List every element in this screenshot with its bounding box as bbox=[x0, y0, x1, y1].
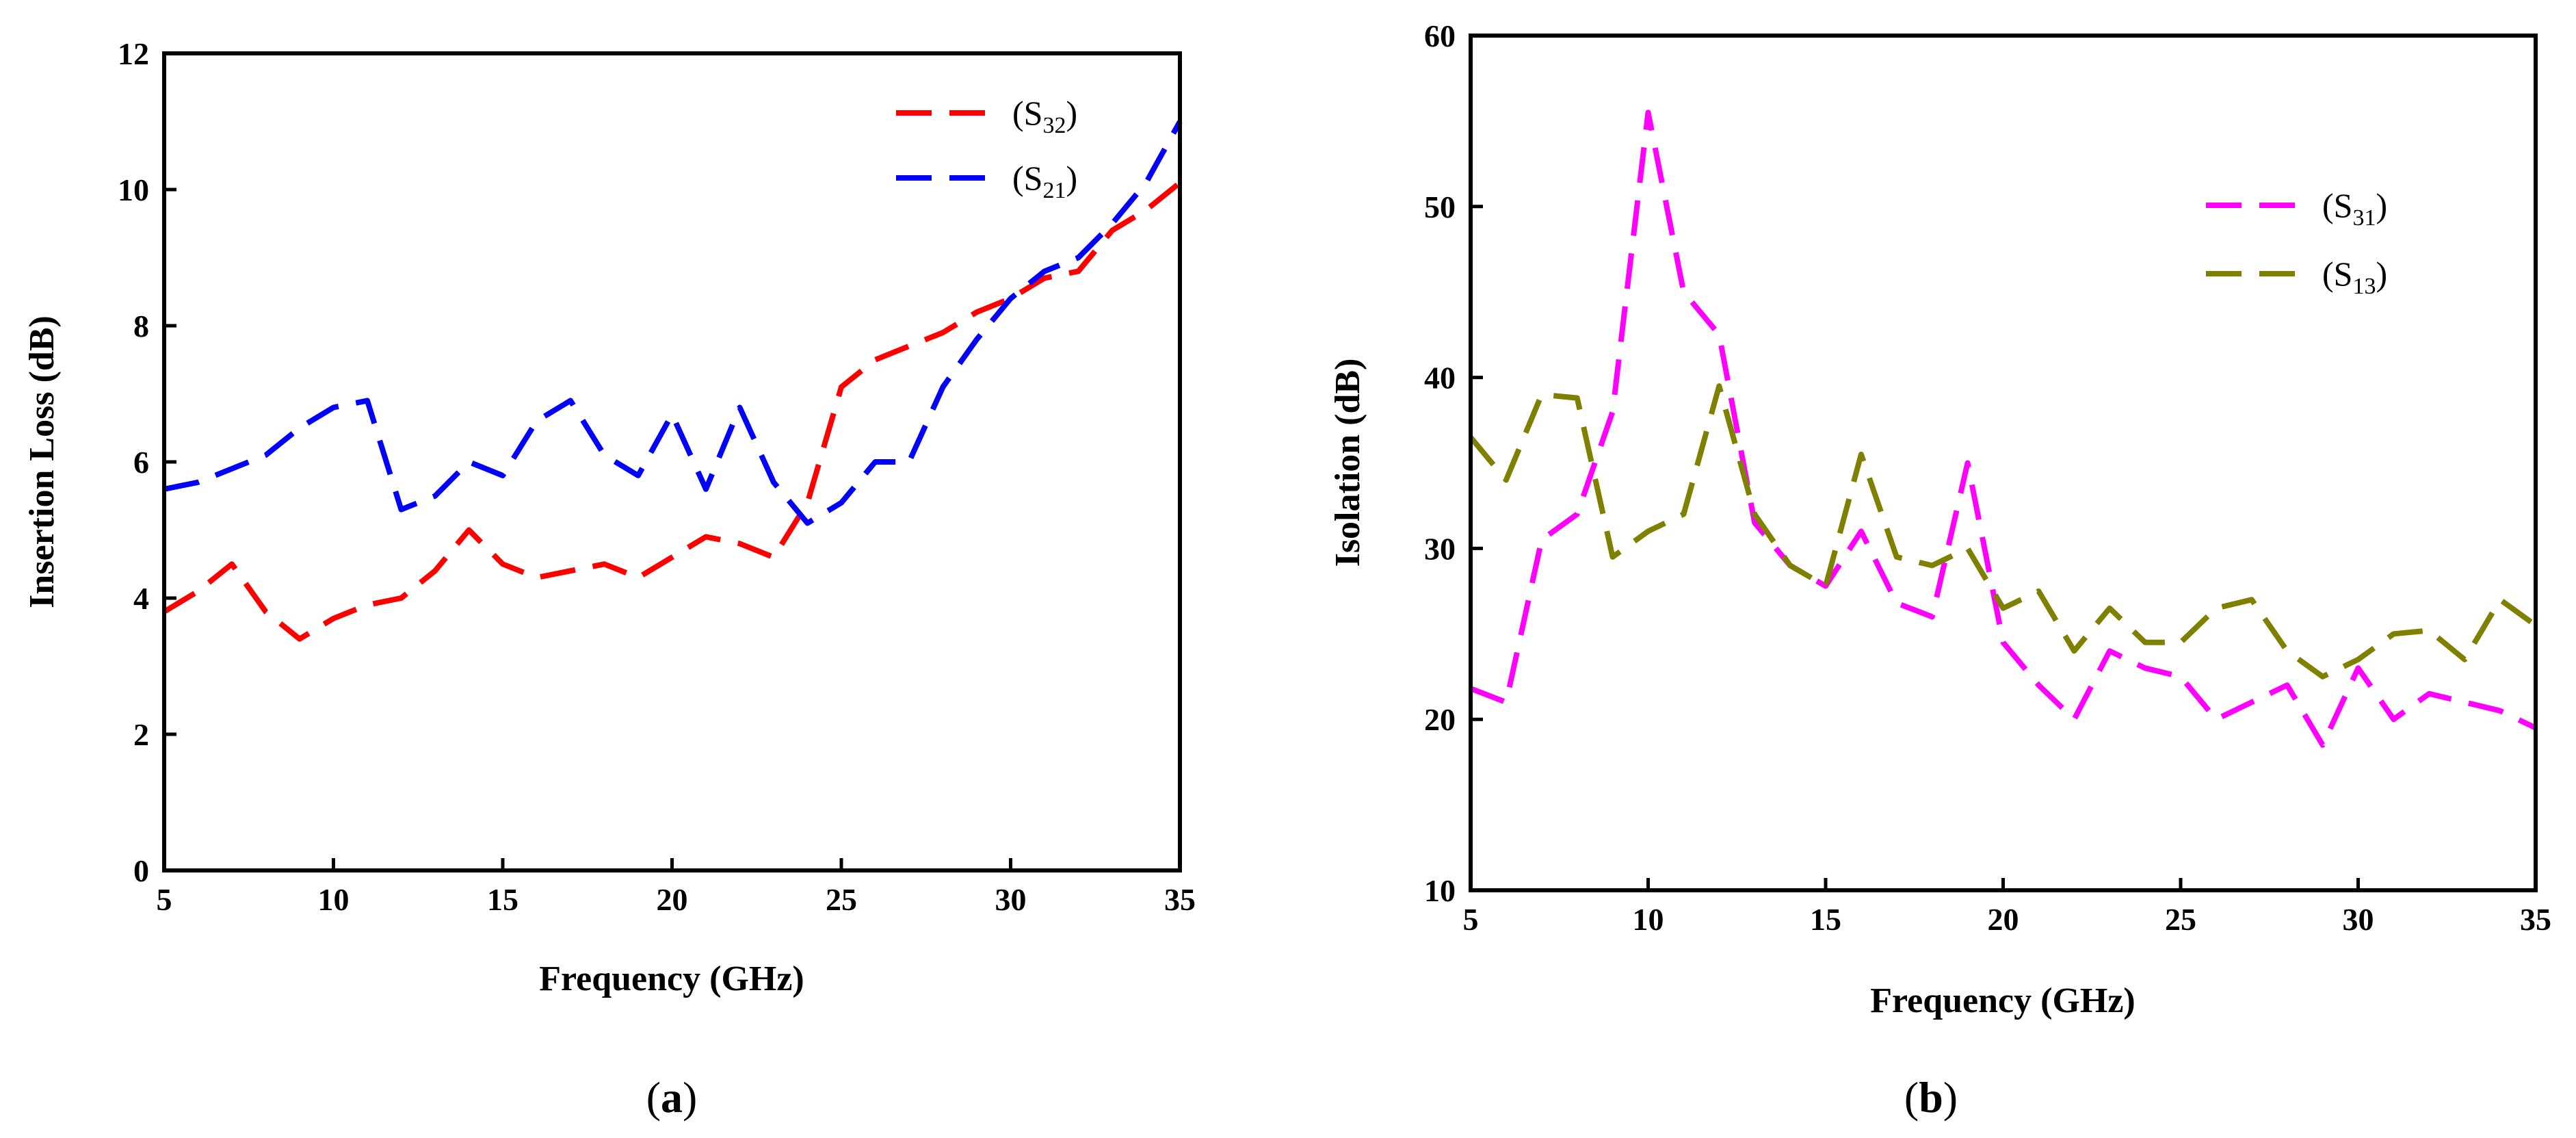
panel-letter-b: b bbox=[1919, 1073, 1943, 1122]
legend-a: (S32) (S21) bbox=[896, 94, 1077, 203]
legend-b: (S31) (S13) bbox=[2206, 186, 2387, 299]
x-tick-label-a-5: 5 bbox=[157, 882, 172, 917]
x-tick-label-a-15: 15 bbox=[487, 882, 518, 917]
y-tick-label-a-4: 4 bbox=[133, 581, 149, 616]
y-tick-label-b-10: 10 bbox=[1424, 873, 1456, 908]
x-tick-label-b-10: 10 bbox=[1633, 902, 1664, 937]
axis-ticks-a: 5 10 15 20 25 30 35 0 2 4 6 8 10 12 bbox=[118, 36, 1196, 917]
y-tick-label-a-8: 8 bbox=[133, 309, 149, 344]
series-line-s32 bbox=[162, 180, 1182, 642]
y-tick-label-a-2: 2 bbox=[133, 717, 149, 752]
y-tick-label-b-40: 40 bbox=[1424, 361, 1456, 396]
y-tick-label-a-6: 6 bbox=[133, 445, 149, 480]
x-tick-label-b-20: 20 bbox=[1988, 902, 2019, 937]
x-tick-label-a-20: 20 bbox=[657, 882, 688, 917]
plot-area-a bbox=[162, 120, 1183, 642]
y-axis-label-b: Isolation (dB) bbox=[1328, 359, 1367, 567]
x-tick-label-b-30: 30 bbox=[2343, 902, 2374, 937]
x-tick-label-a-30: 30 bbox=[995, 882, 1027, 917]
x-tick-label-a-10: 10 bbox=[318, 882, 350, 917]
panel-letter-a: a bbox=[661, 1073, 683, 1122]
y-tick-label-b-20: 20 bbox=[1424, 702, 1456, 737]
series-line-s21 bbox=[163, 120, 1183, 526]
x-tick-label-b-35: 35 bbox=[2520, 902, 2551, 937]
x-tick-label-b-15: 15 bbox=[1810, 902, 1841, 937]
plot-frame-b bbox=[1469, 34, 2538, 892]
y-axis-label-a: Insertion Loss (dB) bbox=[23, 315, 62, 608]
y-tick-label-a-10: 10 bbox=[118, 172, 149, 207]
legend-label-s21: (S21) bbox=[1012, 159, 1077, 203]
x-axis-label-a: Frequency (GHz) bbox=[539, 959, 804, 998]
series-line-s13 bbox=[1468, 383, 2538, 680]
panel-caption-b: (b) bbox=[1904, 1073, 1958, 1122]
y-tick-label-b-60: 60 bbox=[1424, 18, 1456, 53]
x-tick-label-b-25: 25 bbox=[2165, 902, 2196, 937]
plot-area-b bbox=[1468, 109, 2538, 748]
series-line-s31 bbox=[1469, 109, 2537, 748]
panel-caption-a: (a) bbox=[646, 1073, 698, 1122]
x-axis-label-b: Frequency (GHz) bbox=[1870, 981, 2135, 1020]
legend-label-s13: (S13) bbox=[2322, 255, 2387, 299]
chart-panel-a: 5 10 15 20 25 30 35 0 2 4 6 8 10 12 (S32) (S21) Freque… bbox=[23, 36, 1196, 1122]
y-tick-label-a-0: 0 bbox=[133, 853, 149, 888]
x-tick-label-a-35: 35 bbox=[1164, 882, 1196, 917]
y-tick-label-b-30: 30 bbox=[1424, 531, 1456, 566]
y-tick-label-b-50: 50 bbox=[1424, 190, 1456, 224]
legend-label-s31: (S31) bbox=[2322, 186, 2387, 231]
x-tick-label-a-25: 25 bbox=[826, 882, 857, 917]
x-tick-label-b-5: 5 bbox=[1463, 902, 1479, 937]
legend-label-s32: (S32) bbox=[1012, 94, 1077, 138]
y-tick-label-a-12: 12 bbox=[118, 36, 149, 71]
